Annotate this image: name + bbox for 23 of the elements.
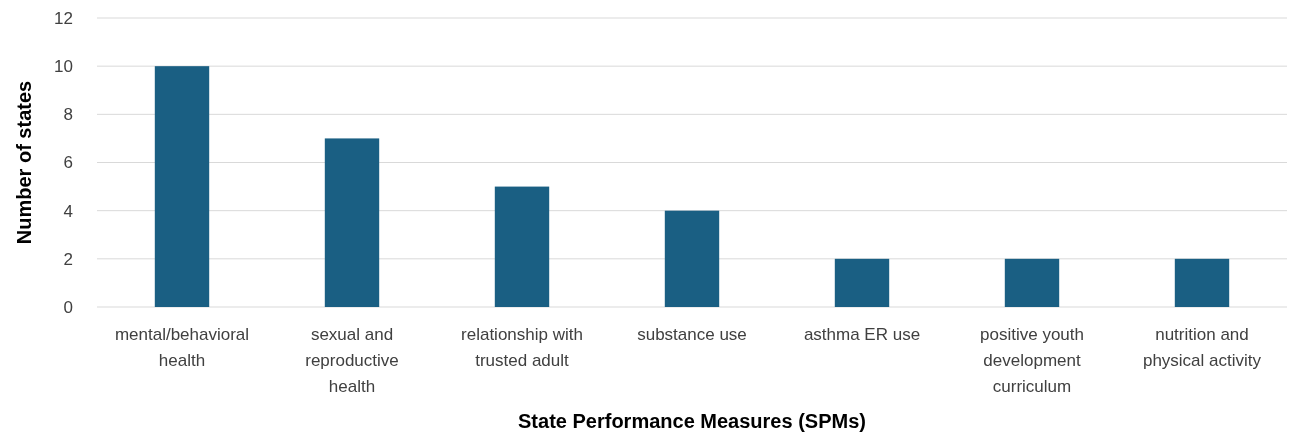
bar — [834, 258, 890, 307]
bar — [1174, 258, 1230, 307]
x-tick-label: mental/behavioral health — [114, 325, 250, 370]
x-tick-label: nutrition and physical activity — [1142, 325, 1262, 370]
x-tick-label: substance use — [637, 325, 747, 344]
bar — [664, 210, 720, 307]
x-axis-title: State Performance Measures (SPMs) — [518, 410, 866, 432]
y-tick-label: 10 — [54, 57, 73, 77]
bar — [154, 66, 210, 307]
y-tick-label: 12 — [54, 8, 73, 28]
y-tick-label: 4 — [63, 201, 73, 221]
x-tick-label: asthma ER use — [803, 325, 921, 344]
x-tick-label: sexual and reproductive health — [305, 325, 399, 396]
bar — [494, 186, 550, 307]
y-axis-title: Number of states — [13, 80, 35, 245]
x-tick-label: positive youth development curriculum — [980, 325, 1084, 396]
x-tick-label: relationship with trusted adult — [461, 325, 583, 370]
bar — [1004, 258, 1060, 307]
y-tick-label: 8 — [63, 105, 73, 125]
y-tick-label: 2 — [63, 249, 73, 269]
bar — [324, 138, 380, 307]
y-tick-label: 0 — [63, 297, 73, 317]
y-tick-label: 6 — [63, 153, 73, 173]
